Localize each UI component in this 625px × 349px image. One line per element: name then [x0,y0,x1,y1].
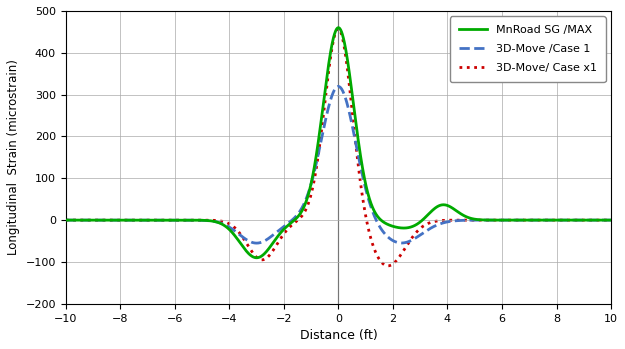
3D-Move/ Case x1 [62,218,69,222]
MnRoad SG /MAX [62,218,69,222]
3D-Move /Case 1 [62,218,69,222]
3D-Move/ Case x1 [608,218,615,222]
3D-Move/ Case x1 [312,165,320,170]
MnRoad SG /MAX [90,218,98,222]
3D-Move/ Case x1 [592,218,599,222]
3D-Move/ Case x1 [334,27,342,31]
3D-Move /Case 1 [592,218,599,222]
Y-axis label: Longitudinal  Strain (microstrain): Longitudinal Strain (microstrain) [7,59,20,255]
MnRoad SG /MAX [313,150,321,155]
3D-Move /Case 1 [313,159,321,163]
3D-Move/ Case x1 [90,218,98,222]
Line: 3D-Move/ Case x1: 3D-Move/ Case x1 [66,29,611,266]
MnRoad SG /MAX [334,25,342,30]
MnRoad SG /MAX [608,218,615,222]
MnRoad SG /MAX [592,218,599,222]
3D-Move /Case 1 [328,96,335,100]
3D-Move /Case 1 [253,241,261,245]
3D-Move/ Case x1 [492,218,499,222]
MnRoad SG /MAX [253,256,261,260]
3D-Move /Case 1 [334,84,342,89]
3D-Move/ Case x1 [384,264,392,268]
3D-Move/ Case x1 [327,53,334,57]
MnRoad SG /MAX [592,218,599,222]
3D-Move /Case 1 [90,218,98,222]
Line: MnRoad SG /MAX: MnRoad SG /MAX [66,28,611,258]
3D-Move /Case 1 [608,218,615,222]
MnRoad SG /MAX [492,218,499,222]
Legend: MnRoad SG /MAX, 3D-Move /Case 1, 3D-Move/ Case x1: MnRoad SG /MAX, 3D-Move /Case 1, 3D-Move… [450,16,606,82]
3D-Move /Case 1 [592,218,599,222]
MnRoad SG /MAX [328,47,335,51]
Line: 3D-Move /Case 1: 3D-Move /Case 1 [66,87,611,243]
3D-Move/ Case x1 [592,218,599,222]
3D-Move /Case 1 [492,218,499,222]
X-axis label: Distance (ft): Distance (ft) [299,329,378,342]
